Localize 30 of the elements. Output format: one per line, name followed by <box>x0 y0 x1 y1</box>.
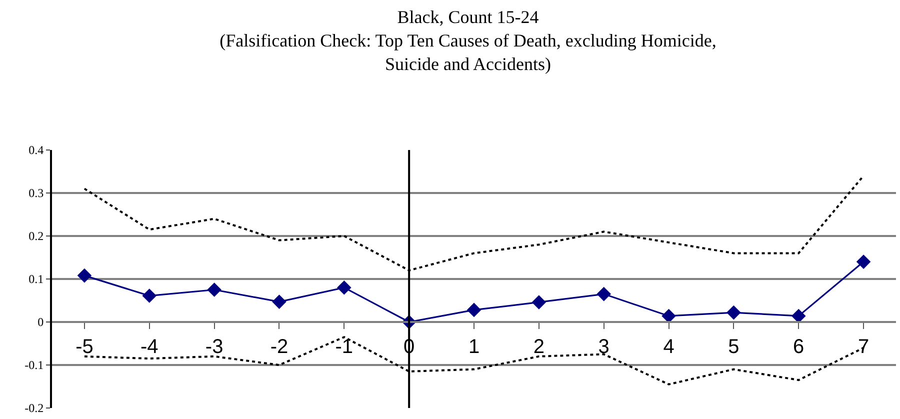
point <box>142 288 157 303</box>
y-tick-label: 0.3 <box>28 186 44 200</box>
y-tick-label: 0.4 <box>28 143 44 158</box>
x-tick-label: -4 <box>140 336 158 358</box>
x-tick-label: -2 <box>270 336 288 358</box>
x-tick-label: -1 <box>335 336 354 358</box>
x-tick-label: 2 <box>533 336 544 358</box>
x-tick-label: 6 <box>793 336 804 358</box>
chart-title: Black, Count 15-24 (Falsification Check: Top Ten Causes of Death, excluding Homicide, Suicide and Accidents) <box>220 7 716 74</box>
y-tick-label: 0.1 <box>28 272 44 286</box>
point <box>726 305 741 320</box>
point <box>337 280 352 295</box>
point <box>207 282 222 297</box>
x-tick-label: -5 <box>76 336 94 358</box>
x-tick-label: 4 <box>663 336 674 358</box>
point <box>532 295 546 310</box>
point <box>596 286 611 302</box>
point <box>856 254 871 269</box>
y-tick-label: -0.2 <box>24 401 44 416</box>
x-tick-label: 1 <box>468 336 480 358</box>
y-tick-label: 0.2 <box>28 229 44 244</box>
x-tick-label: 7 <box>858 336 870 358</box>
y-tick-label: -0.1 <box>24 358 44 372</box>
x-tick-label: 5 <box>728 336 740 358</box>
point <box>466 302 482 318</box>
point <box>77 268 92 283</box>
x-tick-label: -3 <box>205 336 224 358</box>
x-tick-label: 3 <box>598 336 610 358</box>
point <box>272 294 286 309</box>
y-tick-label: 0 <box>38 315 44 330</box>
